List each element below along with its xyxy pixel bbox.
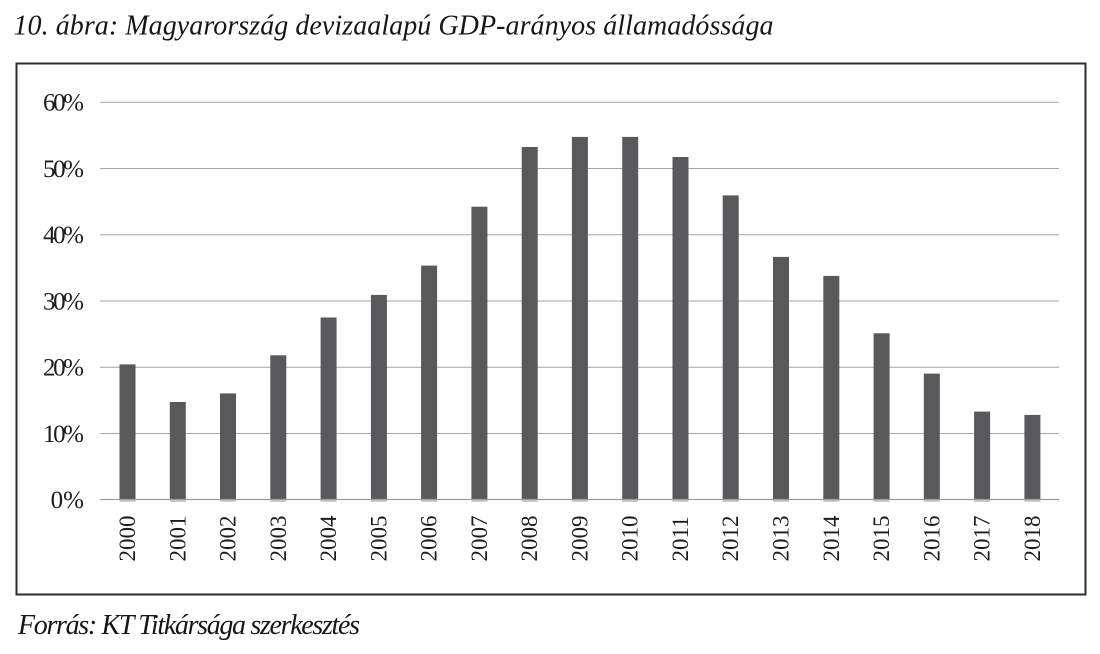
svg-text:2015: 2015 [869, 516, 894, 562]
svg-text:2007: 2007 [467, 516, 492, 562]
svg-text:2000: 2000 [115, 516, 140, 562]
svg-text:2011: 2011 [668, 516, 693, 561]
svg-text:2004: 2004 [316, 515, 341, 562]
svg-text:Forrás: KT Titkársága szerkesz: Forrás: KT Titkársága szerkesztés [17, 610, 360, 641]
svg-text:2002: 2002 [216, 516, 241, 562]
svg-text:30%: 30% [43, 288, 84, 315]
svg-text:0%: 0% [51, 487, 84, 514]
svg-text:40%: 40% [43, 222, 84, 249]
svg-text:2014: 2014 [819, 515, 844, 562]
svg-text:2003: 2003 [266, 516, 291, 562]
svg-text:2013: 2013 [769, 516, 794, 562]
svg-text:50%: 50% [43, 156, 84, 183]
svg-text:2010: 2010 [618, 516, 643, 562]
svg-text:2008: 2008 [517, 516, 542, 562]
svg-text:2017: 2017 [970, 516, 995, 562]
svg-text:2001: 2001 [165, 516, 190, 562]
svg-text:10. ábra: Magyarország devizaa: 10. ábra: Magyarország devizaalapú GDP-a… [14, 11, 774, 42]
svg-text:2009: 2009 [567, 516, 592, 562]
svg-text:2018: 2018 [1020, 516, 1045, 562]
svg-text:2005: 2005 [366, 516, 391, 562]
svg-text:2016: 2016 [919, 516, 944, 562]
svg-text:60%: 60% [43, 90, 84, 117]
svg-text:10%: 10% [43, 421, 84, 448]
svg-text:20%: 20% [43, 355, 84, 382]
svg-text:2006: 2006 [417, 516, 442, 562]
svg-text:2012: 2012 [718, 516, 743, 562]
